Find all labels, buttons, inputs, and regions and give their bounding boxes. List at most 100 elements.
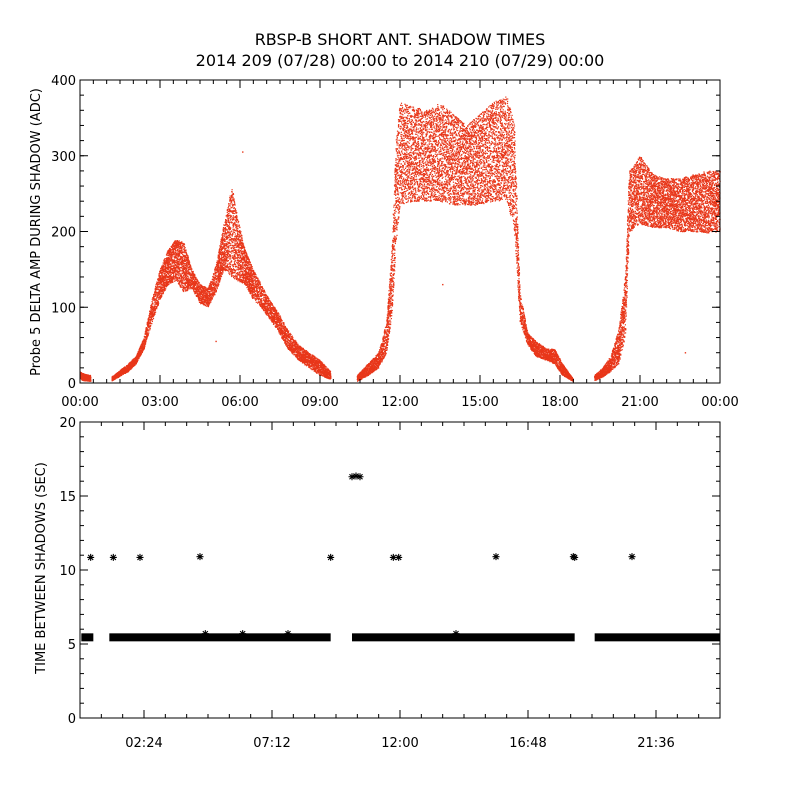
data-point — [234, 233, 236, 235]
data-point — [231, 247, 233, 249]
data-point — [143, 342, 145, 344]
data-point — [146, 327, 148, 329]
data-point — [128, 370, 130, 372]
data-point — [144, 336, 146, 338]
data-point — [146, 328, 148, 330]
data-point — [234, 230, 236, 232]
data-point — [178, 265, 180, 267]
data-point — [150, 317, 152, 320]
data-point — [235, 274, 237, 276]
data-point — [183, 245, 185, 248]
data-point — [233, 201, 236, 203]
data-point — [128, 369, 130, 371]
data-point — [183, 277, 185, 279]
data-point — [225, 262, 227, 264]
data-point — [224, 243, 226, 245]
data-point — [237, 263, 239, 265]
data-point — [183, 289, 185, 291]
data-point — [142, 343, 144, 345]
data-point — [178, 249, 180, 251]
data-point — [232, 228, 234, 230]
data-point — [170, 274, 172, 276]
data-point — [237, 226, 239, 228]
data-point — [232, 242, 234, 244]
data-point — [219, 260, 221, 262]
data-point — [179, 284, 182, 287]
data-point — [130, 361, 132, 363]
data-point — [229, 231, 231, 233]
data-point — [157, 285, 159, 287]
data-point — [235, 244, 237, 246]
data-point — [228, 203, 230, 205]
data-point — [232, 232, 234, 234]
data-point — [81, 372, 83, 374]
data-point — [185, 277, 187, 279]
data-point — [232, 251, 234, 253]
data-point — [191, 279, 193, 281]
data-point — [89, 375, 92, 377]
data-point — [139, 352, 141, 354]
data-point — [235, 210, 237, 212]
data-point — [227, 216, 229, 218]
data-point — [222, 243, 224, 245]
data-point — [228, 262, 230, 264]
data-point — [185, 269, 187, 271]
data-point — [173, 273, 175, 275]
data-point — [127, 364, 129, 366]
data-point — [139, 355, 141, 357]
data-point — [143, 347, 145, 349]
data-point — [83, 379, 85, 381]
data-point — [178, 254, 180, 257]
data-point — [158, 302, 160, 304]
data-point — [217, 285, 219, 287]
data-point — [138, 357, 140, 360]
data-point — [181, 241, 183, 243]
data-point — [140, 345, 142, 347]
data-point — [220, 255, 222, 257]
data-point — [160, 275, 162, 277]
data-point — [219, 278, 222, 280]
data-point — [162, 274, 164, 276]
data-point — [223, 261, 225, 263]
data-point — [152, 302, 154, 304]
data-point — [154, 313, 156, 315]
data-point — [135, 362, 137, 365]
data-point — [222, 236, 224, 238]
data-point — [226, 220, 228, 222]
data-point — [207, 292, 209, 294]
data-point — [185, 249, 187, 251]
data-point — [211, 297, 213, 299]
data-point — [145, 343, 147, 345]
data-point — [233, 265, 235, 267]
data-point — [224, 254, 226, 256]
data-point — [226, 238, 228, 240]
data-point — [141, 351, 143, 353]
data-point — [236, 212, 238, 214]
data-point — [224, 262, 226, 264]
data-point — [218, 254, 220, 256]
data-point — [149, 328, 151, 330]
data-point — [227, 207, 229, 209]
data-point — [223, 246, 225, 248]
data-point — [175, 250, 177, 252]
data-point — [145, 329, 147, 331]
data-point — [235, 240, 237, 242]
data-point — [228, 253, 230, 256]
data-point — [213, 280, 215, 282]
data-point — [226, 208, 229, 210]
data-point — [173, 250, 175, 252]
data-point — [226, 211, 228, 213]
data-point — [231, 189, 233, 191]
data-point — [231, 221, 233, 223]
data-point — [145, 339, 147, 341]
data-point — [234, 260, 237, 262]
data-point — [234, 221, 236, 223]
data-point — [211, 290, 213, 292]
data-point — [120, 373, 122, 375]
data-point — [236, 241, 239, 243]
data-point — [121, 374, 123, 376]
data-point — [179, 253, 181, 255]
data-point — [143, 339, 145, 341]
data-point — [153, 297, 155, 299]
data-point — [188, 286, 190, 288]
